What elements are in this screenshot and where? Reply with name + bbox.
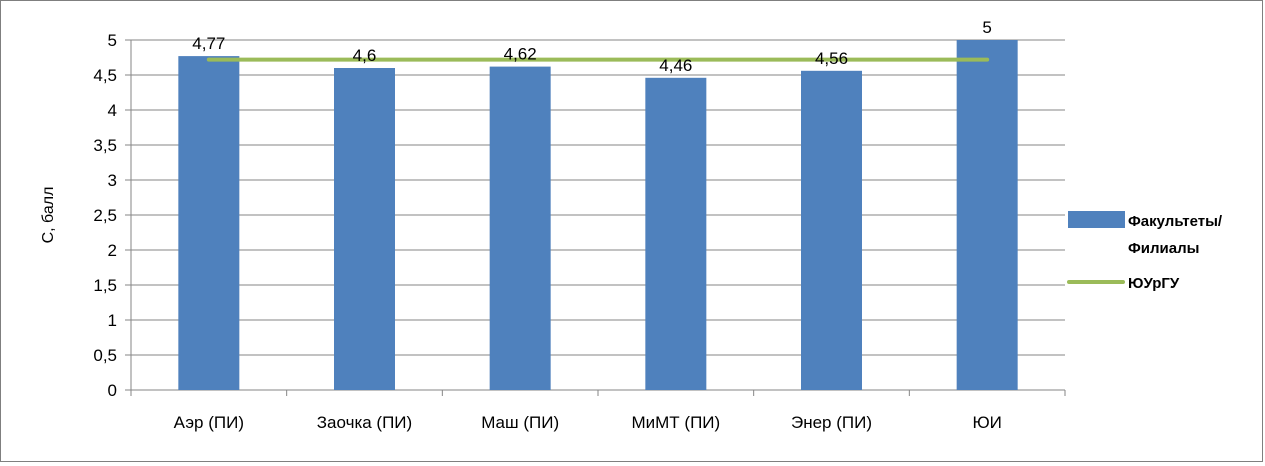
bars (178, 40, 1018, 391)
data-label: 4,56 (815, 49, 848, 68)
data-label: 4,6 (353, 46, 377, 65)
y-tick-label: 3 (108, 171, 117, 190)
axes (125, 39, 1066, 396)
legend-label-line: ЮУрГУ (1128, 275, 1180, 292)
x-tick-labels: Аэр (ПИ) Заочка (ПИ) Маш (ПИ) МиМТ (ПИ) Энер… (174, 413, 1002, 432)
data-labels: 4,77 4,6 4,62 4,46 4,56 5 (192, 18, 992, 75)
y-tick-label: 3,5 (93, 136, 117, 155)
y-axis-label: С, балл (40, 187, 57, 244)
x-tick-label: ЮИ (972, 413, 1001, 432)
x-tick-label: Заочка (ПИ) (317, 413, 412, 432)
y-tick-label: 2 (108, 241, 117, 260)
y-tick-label: 1 (108, 311, 117, 330)
bar (334, 68, 395, 390)
y-tick-label: 4 (108, 101, 117, 120)
bar (489, 66, 551, 390)
data-label: 4,62 (504, 45, 537, 64)
x-tick-label: Аэр (ПИ) (174, 413, 244, 432)
bar (956, 40, 1018, 390)
x-tick-label: МиМТ (ПИ) (631, 413, 720, 432)
x-tick-label: Маш (ПИ) (481, 413, 559, 432)
legend-label-bar-line1: Факультеты/ (1128, 213, 1223, 230)
legend: Факультеты/ Филиалы ЮУрГУ (1067, 211, 1223, 292)
y-tick-label: 1,5 (93, 276, 117, 295)
data-label: 4,46 (659, 56, 692, 75)
gridlines (131, 39, 1065, 356)
legend-label-bar-line2: Филиалы (1128, 240, 1199, 257)
bar (178, 56, 240, 390)
x-tick-label: Энер (ПИ) (791, 413, 872, 432)
y-tick-label: 0 (108, 381, 117, 400)
bar (645, 77, 707, 391)
data-label: 5 (982, 18, 991, 37)
bar (801, 70, 862, 391)
legend-swatch-bar (1068, 211, 1125, 228)
y-tick-labels: 0 0,5 1 1,5 2 2,5 3 3,5 4 4,5 5 (93, 31, 117, 400)
y-tick-label: 4,5 (93, 66, 117, 85)
data-label: 4,77 (192, 34, 225, 53)
y-tick-label: 0,5 (93, 346, 117, 365)
y-tick-label: 2,5 (93, 206, 117, 225)
y-tick-label: 5 (108, 31, 117, 50)
